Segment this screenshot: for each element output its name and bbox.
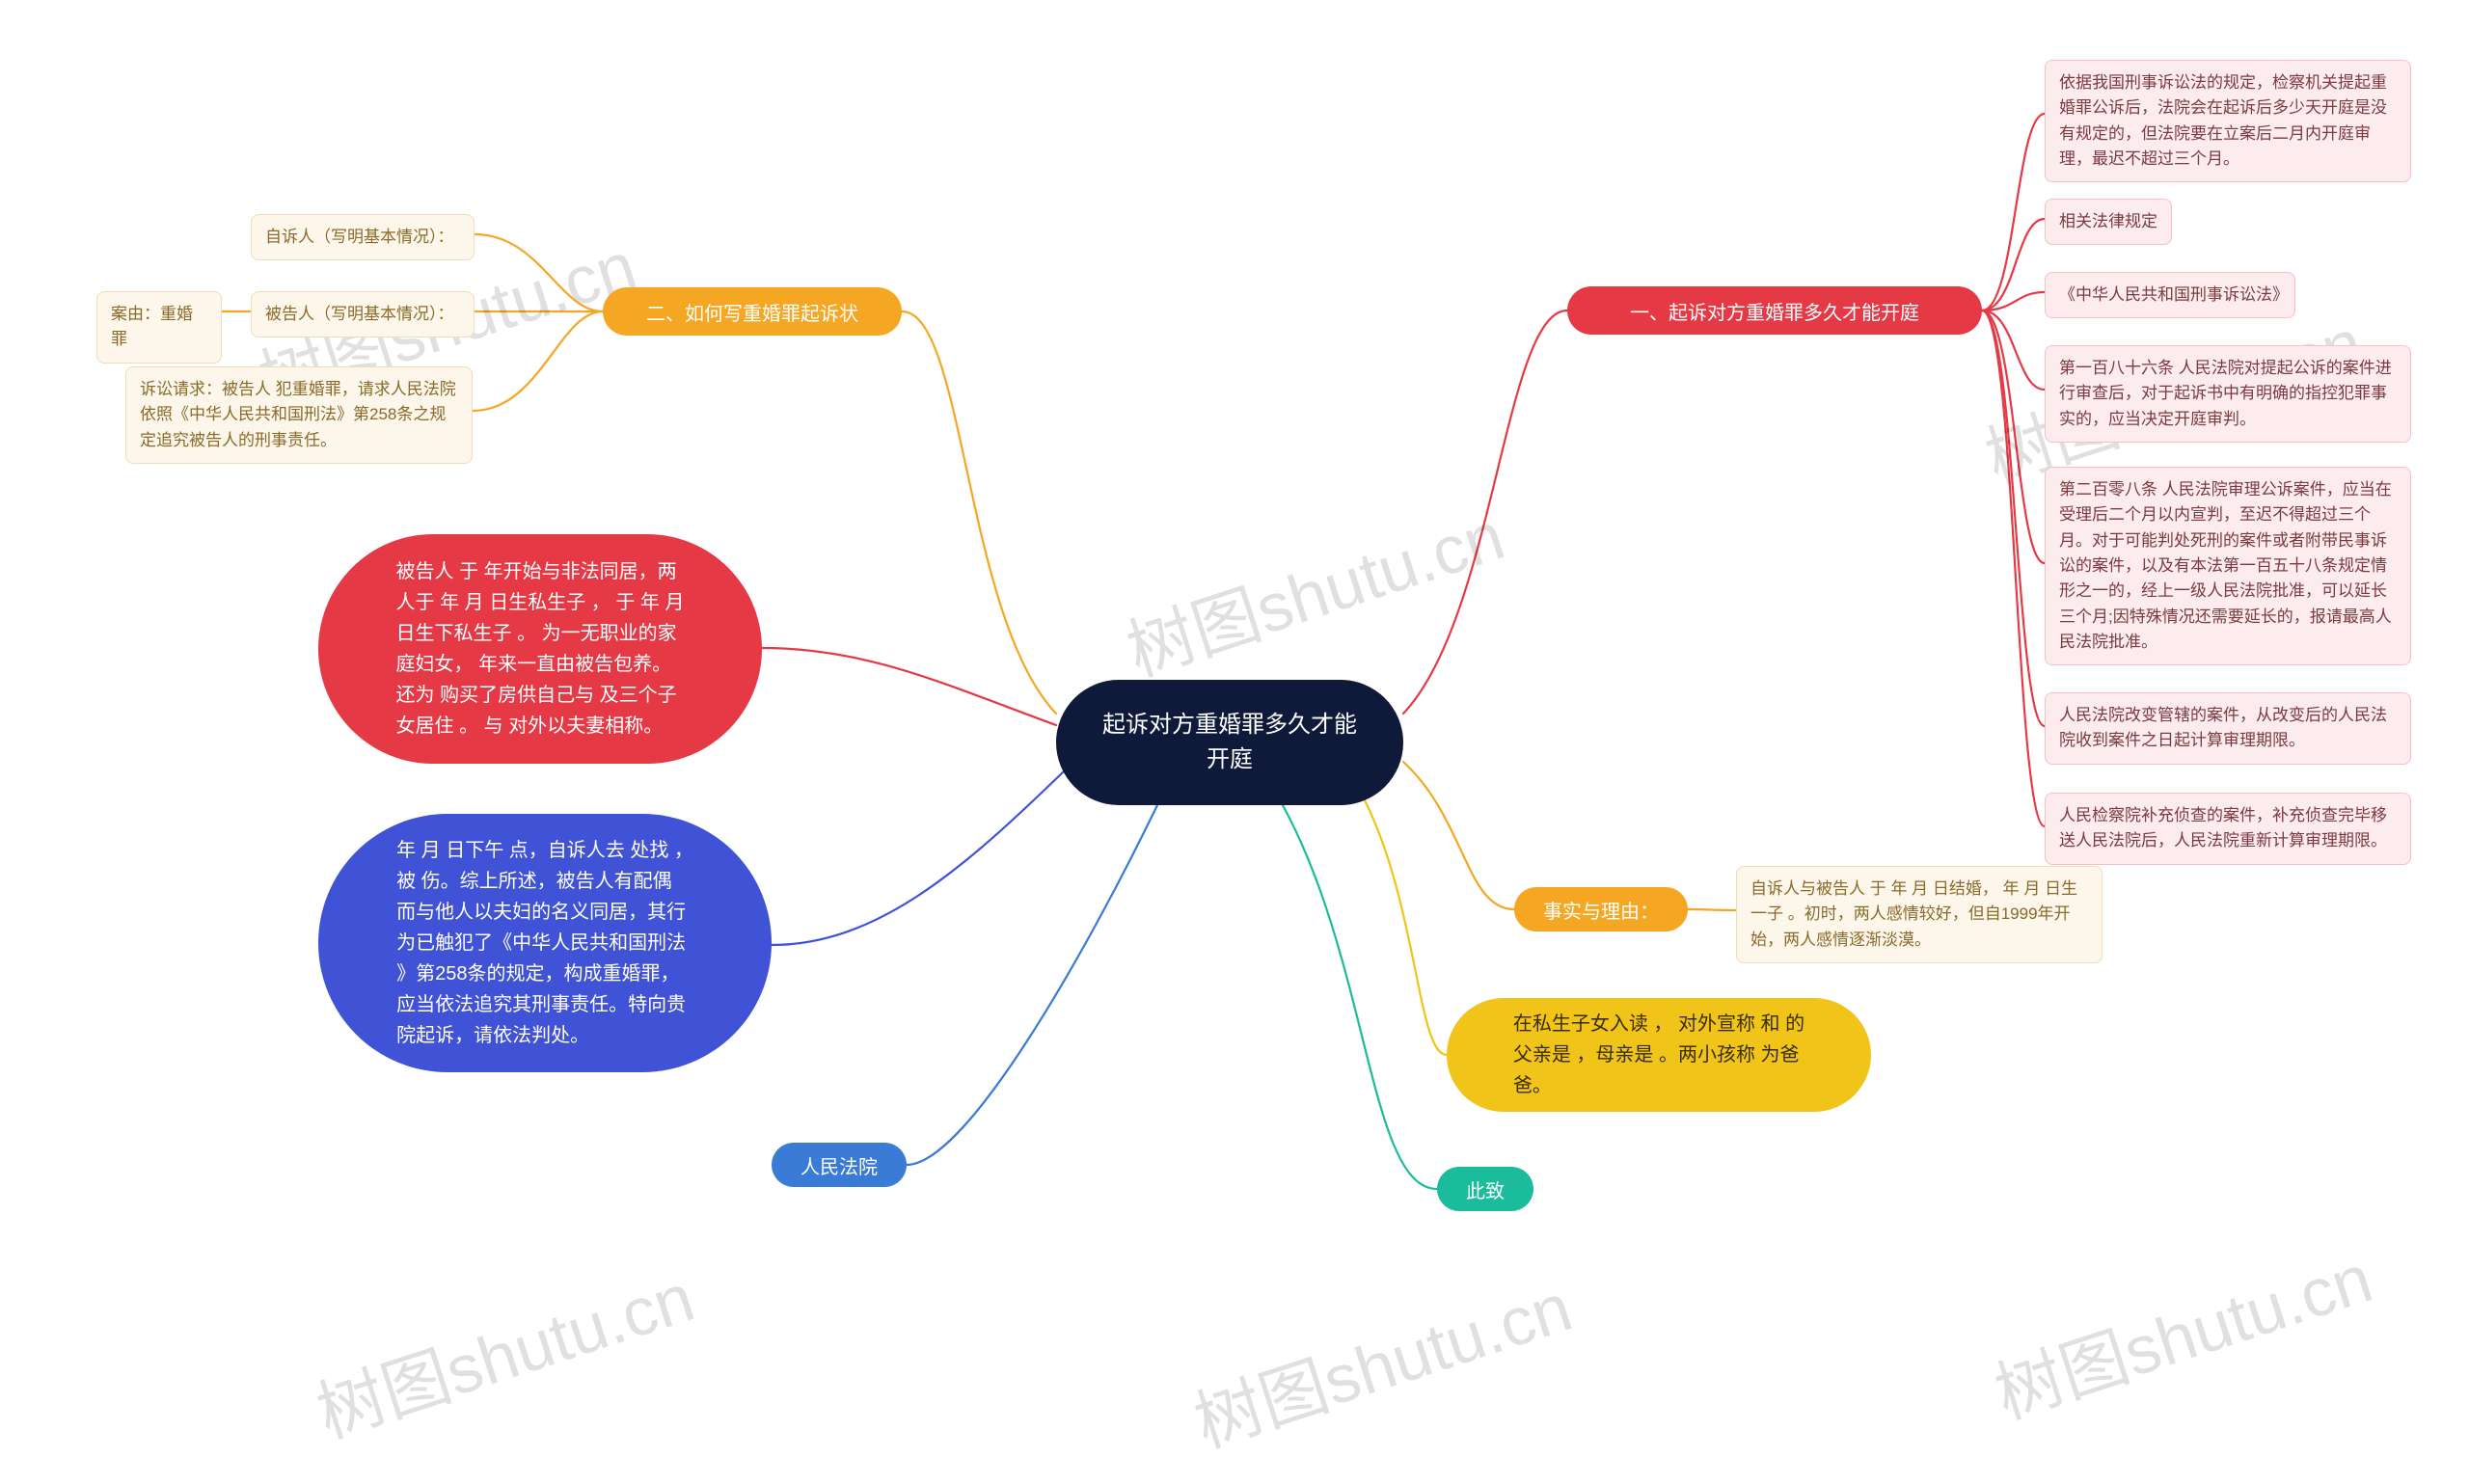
watermark: 树图shutu.cn <box>1981 1225 2382 1438</box>
branch-b1-leaf: 人民检察院补充侦查的案件，补充侦查完毕移送人民法院后，人民法院重新计算审理期限。 <box>2045 793 2411 865</box>
watermark: 树图shutu.cn <box>303 1244 704 1457</box>
connector-path <box>1982 292 2045 310</box>
connector-path <box>1365 800 1447 1055</box>
branch-b2-leaf-extra: 案由：重婚罪 <box>96 291 222 364</box>
connector-path <box>1982 114 2045 310</box>
branch-b1-leaf: 相关法律规定 <box>2045 199 2172 245</box>
branch-b4-title: 在私生子女入读 ， 对外宣称 和 的父亲是 ，母亲是 。两小孩称 为爸爸。 <box>1447 998 1871 1112</box>
connector-path <box>1283 805 1437 1189</box>
branch-b1-leaf: 《中华人民共和国刑事诉讼法》 <box>2045 272 2295 318</box>
watermark: 树图shutu.cn <box>1180 1254 1582 1467</box>
branch-b2-leaf: 诉讼请求：被告人 犯重婚罪，请求人民法院依照《中华人民共和国刑法》第258条之规… <box>125 366 473 464</box>
branch-b2-leaf: 自诉人（写明基本情况）： <box>251 214 475 260</box>
connector-path <box>772 769 1066 945</box>
connector-path <box>902 311 1056 714</box>
branch-b1-leaf: 人民法院改变管辖的案件，从改变后的人民法院收到案件之日起计算审理期限。 <box>2045 692 2411 765</box>
connector-path <box>1982 310 2045 826</box>
connector-path <box>1982 310 2045 726</box>
branch-b6-title: 被告人 于 年开始与非法同居，两人于 年 月 日生私生子 ， 于 年 月日生下私… <box>318 534 762 764</box>
branch-b1-leaf: 第二百零八条 人民法院审理公诉案件，应当在受理后二个月以内宣判，至迟不得超过三个… <box>2045 467 2411 665</box>
connector-path <box>907 805 1157 1165</box>
connector-path <box>1982 310 2045 563</box>
branch-b8-title: 人民法院 <box>772 1143 907 1187</box>
branch-b5-title: 此致 <box>1437 1167 1533 1211</box>
branch-b3-leaf: 自诉人与被告人 于 年 月 日结婚， 年 月 日生一子 。初时，两人感情较好，但… <box>1736 866 2103 963</box>
connector-path <box>1403 310 1567 714</box>
connector-path <box>1688 909 1736 910</box>
connector-path <box>1982 310 2045 390</box>
connector-path <box>473 311 603 411</box>
branch-b3-title: 事实与理由： <box>1514 887 1688 931</box>
branch-b1-title: 一、起诉对方重婚罪多久才能开庭 <box>1567 286 1982 335</box>
branch-b1-leaf: 依据我国刑事诉讼法的规定，检察机关提起重婚罪公诉后，法院会在起诉后多少天开庭是没… <box>2045 60 2411 182</box>
connector-path <box>762 648 1056 725</box>
connector-path <box>1982 219 2045 310</box>
branch-b2-title: 二、如何写重婚罪起诉状 <box>603 287 902 336</box>
branch-b1-leaf: 第一百八十六条 人民法院对提起公诉的案件进行审查后，对于起诉书中有明确的指控犯罪… <box>2045 345 2411 443</box>
connector-path <box>475 234 603 311</box>
connector-path <box>1403 762 1514 909</box>
watermark: 树图shutu.cn <box>1113 482 1514 695</box>
center-node: 起诉对方重婚罪多久才能开庭 <box>1056 680 1403 805</box>
branch-b2-leaf: 被告人（写明基本情况）： <box>251 291 475 337</box>
branch-b7-title: 年 月 日下午 点，自诉人去 处找 ，被 伤。综上所述，被告人有配偶而与他人以夫… <box>318 814 772 1072</box>
